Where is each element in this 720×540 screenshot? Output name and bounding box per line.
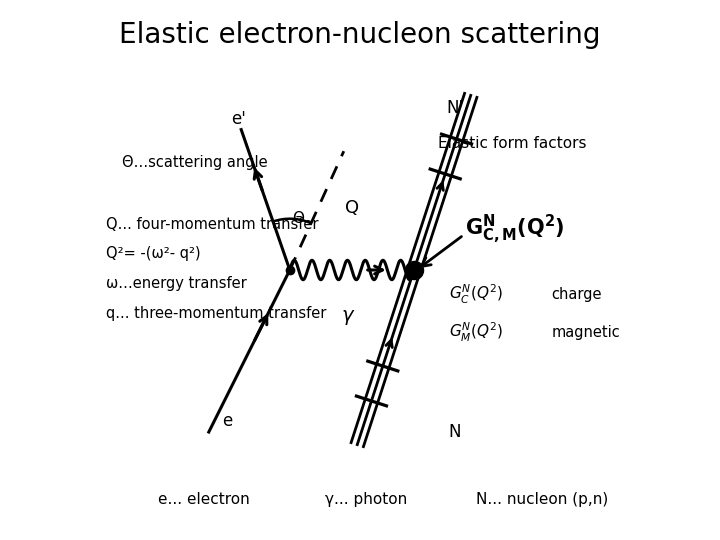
Text: Q: Q [345, 199, 359, 217]
Text: e': e' [231, 110, 246, 128]
Text: Θ…scattering angle: Θ…scattering angle [122, 154, 268, 170]
Text: N: N [449, 423, 461, 441]
Text: e... electron: e... electron [158, 492, 249, 507]
Text: e: e [222, 412, 233, 430]
Text: γ: γ [341, 306, 353, 326]
Text: Q... four-momentum transfer: Q... four-momentum transfer [107, 217, 319, 232]
Text: Elastic form factors: Elastic form factors [438, 136, 587, 151]
Text: ω…energy transfer: ω…energy transfer [107, 276, 247, 291]
Text: charge: charge [552, 287, 602, 302]
Text: Θ: Θ [292, 211, 304, 226]
Text: q... three-momentum transfer: q... three-momentum transfer [107, 306, 327, 321]
Text: $G^N_M(Q^2)$: $G^N_M(Q^2)$ [449, 321, 503, 343]
Text: γ... photon: γ... photon [325, 492, 407, 507]
Text: magnetic: magnetic [552, 325, 621, 340]
Text: Q²= -(ω²- q²): Q²= -(ω²- q²) [107, 246, 201, 261]
Text: $G^N_C(Q^2)$: $G^N_C(Q^2)$ [449, 283, 503, 306]
Text: N': N' [446, 99, 463, 117]
Text: N... nucleon (p,n): N... nucleon (p,n) [476, 492, 608, 507]
Text: $\mathbf{G}^{\mathbf{N}}_{\mathbf{C,M}}\mathbf{(Q^2)}$: $\mathbf{G}^{\mathbf{N}}_{\mathbf{C,M}}\… [465, 213, 565, 246]
Text: Elastic electron-nucleon scattering: Elastic electron-nucleon scattering [120, 21, 600, 49]
